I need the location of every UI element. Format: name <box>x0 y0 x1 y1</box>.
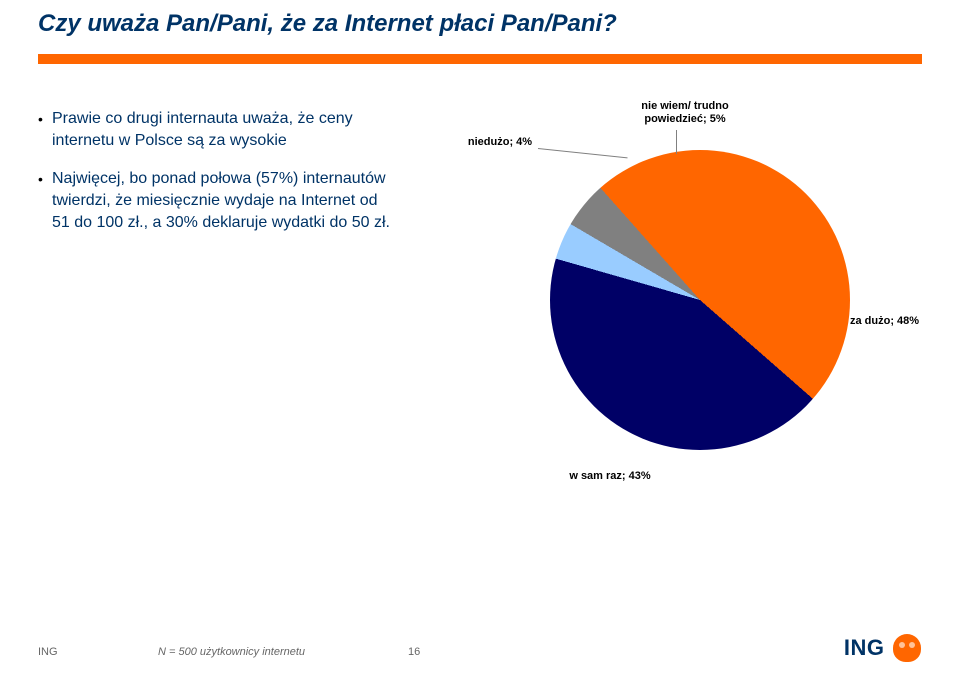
bullet-text: Prawie co drugi internauta uważa, że cen… <box>52 108 398 152</box>
footer-company: ING <box>38 646 58 658</box>
pie-label-wsamraz: w sam raz; 43% <box>550 470 670 483</box>
leader-line <box>676 130 677 154</box>
pie-graphic <box>550 150 850 450</box>
bullet-list: • Prawie co drugi internauta uważa, że c… <box>38 108 398 250</box>
pie-chart: niedużo; 4% nie wiem/ trudno powiedzieć;… <box>440 90 920 510</box>
leader-line <box>538 148 628 158</box>
lion-icon <box>893 634 921 662</box>
pie-label-niewiem: nie wiem/ trudno powiedzieć; 5% <box>610 100 760 126</box>
bullet-dot-icon: • <box>38 108 52 130</box>
list-item: • Prawie co drugi internauta uważa, że c… <box>38 108 398 152</box>
slide: Czy uważa Pan/Pani, że za Internet płaci… <box>0 0 959 676</box>
bullet-dot-icon: • <box>38 168 52 190</box>
page-title: Czy uważa Pan/Pani, że za Internet płaci… <box>38 10 617 38</box>
pie-label-nieduzo: niedużo; 4% <box>460 136 540 149</box>
footer-sample-size: N = 500 użytkownicy internetu <box>158 646 305 658</box>
pie-label-zaduzo: za dużo; 48% <box>850 315 940 328</box>
list-item: • Najwięcej, bo ponad połowa (57%) inter… <box>38 168 398 234</box>
page-number: 16 <box>408 646 420 658</box>
ing-logo: ING <box>844 634 921 662</box>
accent-bar <box>38 54 922 64</box>
bullet-text: Najwięcej, bo ponad połowa (57%) interna… <box>52 168 398 234</box>
slide-footer: ING N = 500 użytkownicy internetu 16 ING <box>38 628 921 658</box>
logo-text: ING <box>844 635 885 660</box>
